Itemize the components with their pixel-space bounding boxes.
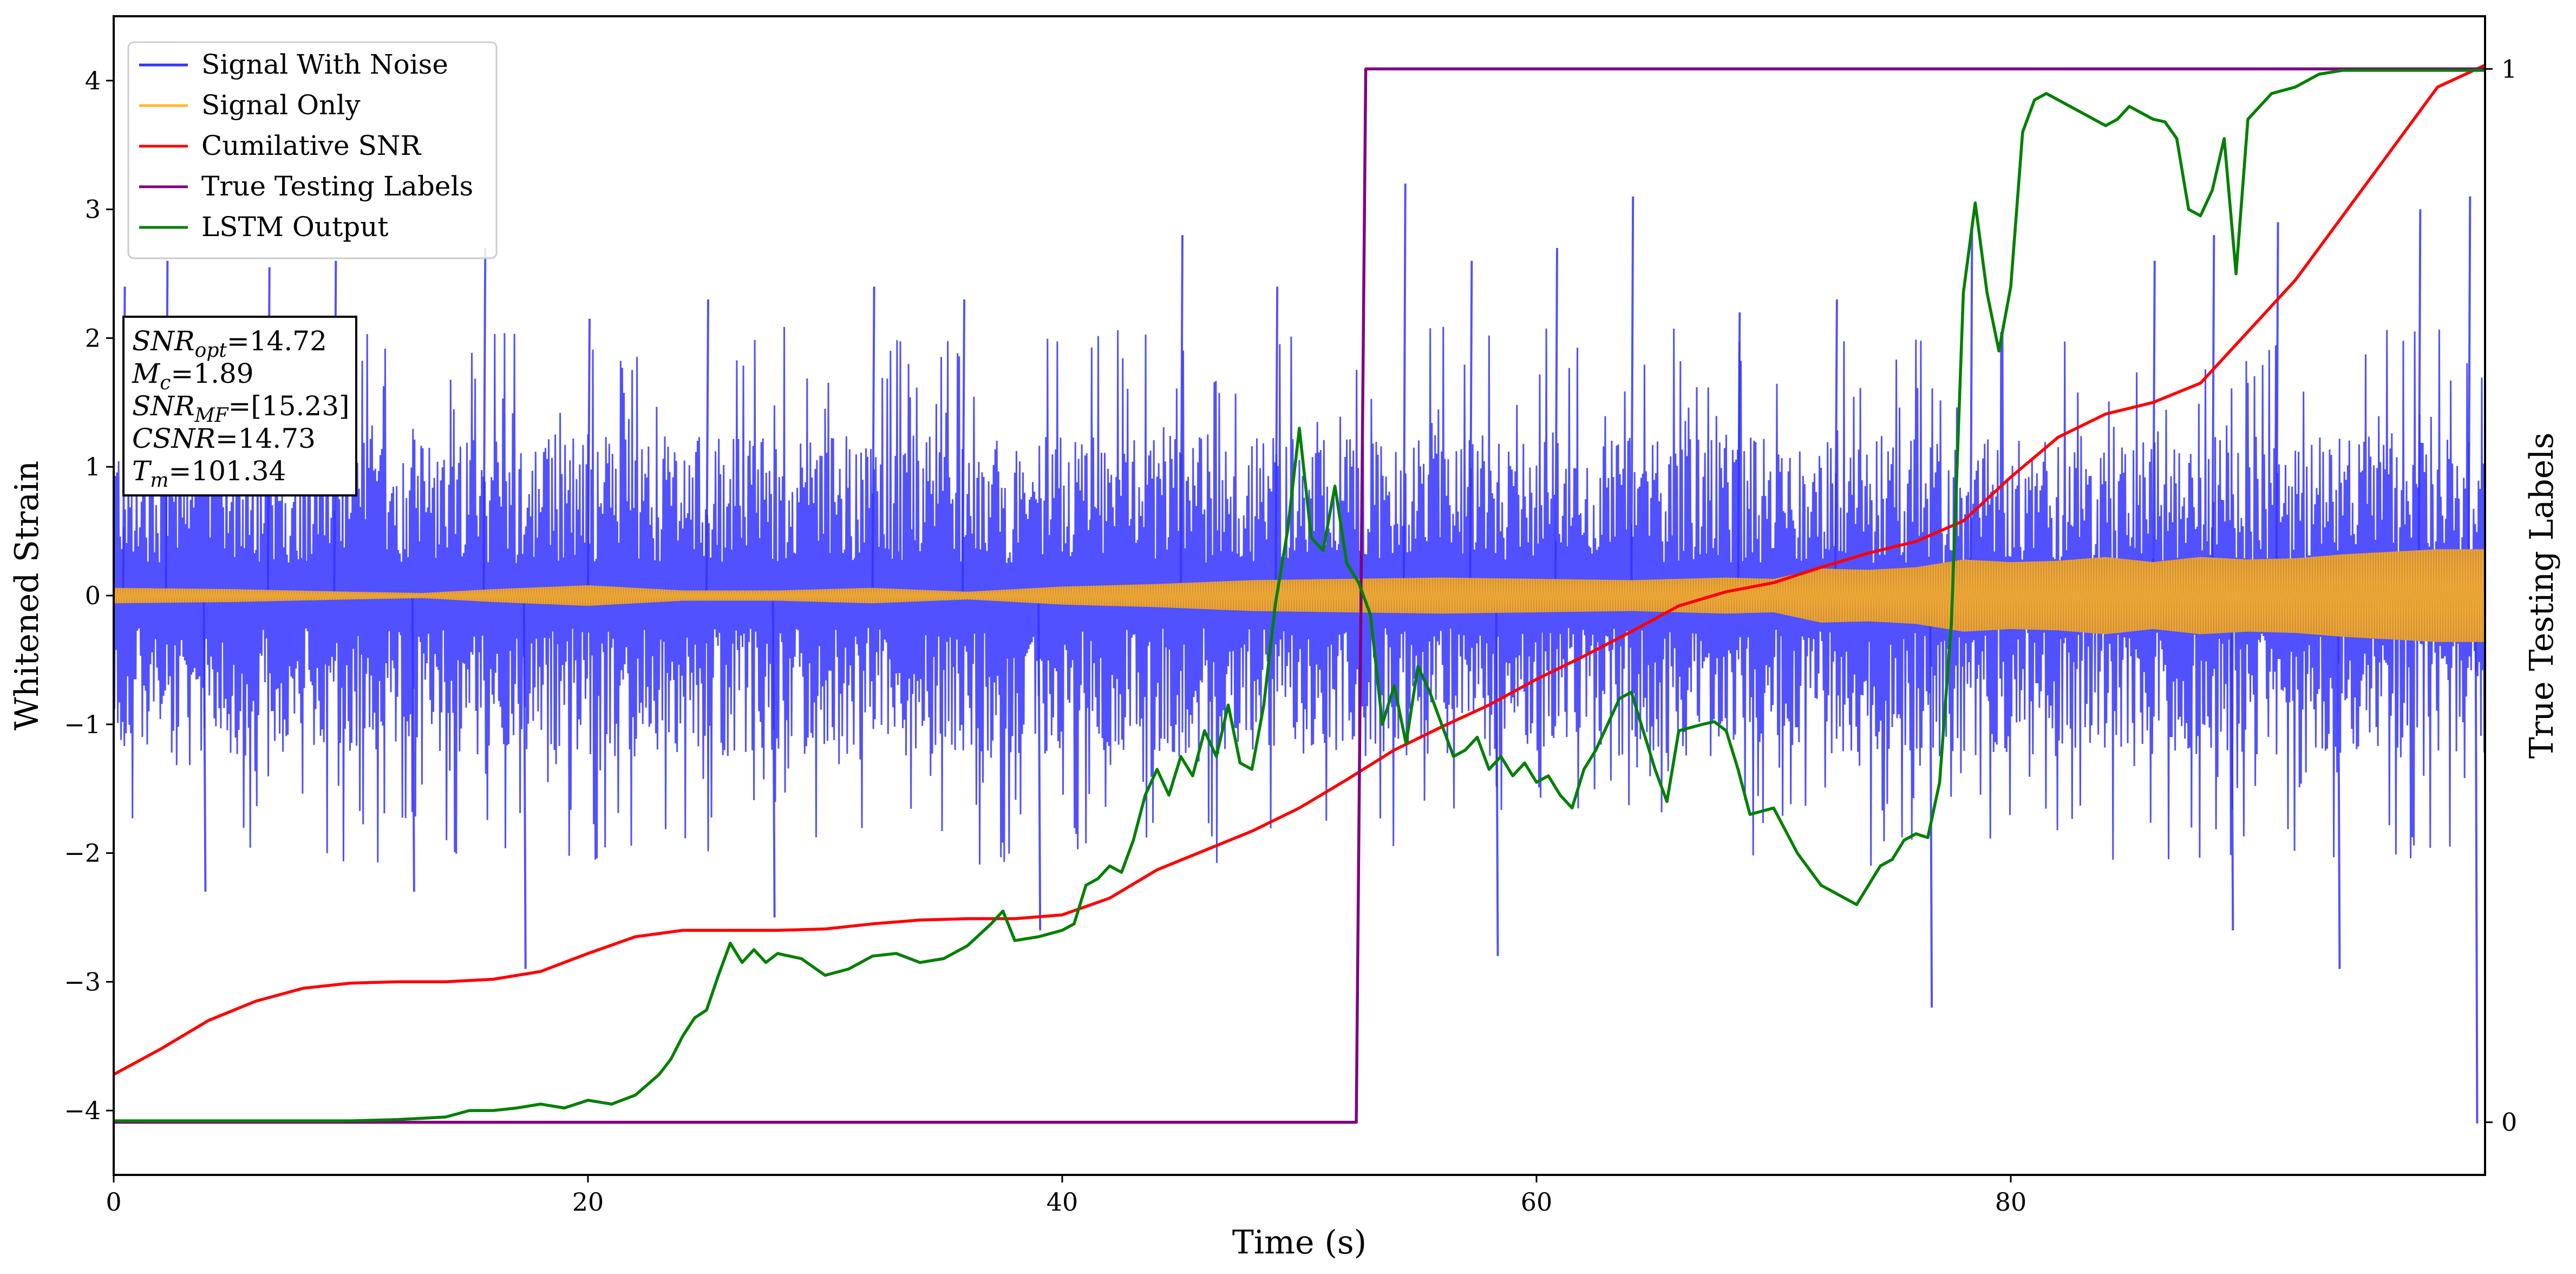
annotation-frame	[122, 316, 357, 496]
y-axis-label: Whitened Strain	[8, 461, 46, 730]
legend-entry: LSTM Output	[201, 211, 388, 243]
x-tick-label: 80	[1995, 1187, 2027, 1217]
plot-area	[114, 63, 2485, 1124]
signal-with-noise-peak	[1037, 595, 1042, 931]
signal-with-noise-peak	[871, 286, 875, 596]
y-tick-label: 2	[85, 323, 101, 352]
y-tick-label: −1	[64, 710, 101, 739]
signal-with-noise-peak	[587, 318, 591, 596]
signal-with-noise-peak	[962, 299, 966, 596]
legend-entry: Signal Only	[201, 89, 361, 121]
legend-box	[127, 41, 498, 259]
signal-with-noise-peak	[522, 595, 527, 969]
signal-with-noise-peak	[1630, 196, 1634, 596]
y2-tick-label: 0	[2501, 1108, 2517, 1137]
x-tick-label: 20	[572, 1187, 604, 1217]
signal-with-noise-peak	[2152, 260, 2156, 596]
parameter-annotation-box: SNRopt=14.72Mc=1.89SNRMF=[15.23]CSNR=14.…	[122, 316, 357, 496]
signal-with-noise-peak	[2337, 595, 2341, 969]
signal-with-noise-peak	[2467, 196, 2472, 596]
signal-with-noise-peak	[1495, 595, 1499, 956]
annotation-line: SNRMF=[15.23]	[132, 390, 350, 427]
signal-with-noise-peak	[482, 247, 487, 596]
signal-with-noise-peak	[1969, 222, 1973, 596]
y-tick-label: −2	[64, 839, 101, 868]
legend-entry: True Testing Labels	[201, 171, 473, 202]
x-tick-label: 60	[1521, 1187, 1553, 1217]
signal-with-noise-peak	[1929, 595, 1933, 1008]
signal-with-noise-peak	[1180, 235, 1184, 596]
signal-with-noise-peak	[2417, 209, 2422, 596]
y-tick-label: 0	[85, 581, 101, 610]
signal-with-noise-trace	[114, 325, 2485, 866]
signal-with-noise-peak	[1274, 286, 1279, 596]
signal-with-noise-peak	[1469, 260, 1473, 596]
signal-with-noise-peak	[1834, 299, 1838, 596]
annotation-line: CSNR=14.73	[132, 423, 316, 454]
y-tick-label: 1	[85, 452, 101, 481]
signal-with-noise-peak	[772, 595, 776, 918]
y2-axis-label: True Testing Labels	[2523, 433, 2561, 759]
x-tick-label: 40	[1047, 1187, 1078, 1217]
y-tick-label: 4	[85, 66, 101, 95]
signal-with-noise-peak	[1402, 184, 1407, 596]
y2-tick-label: 1	[2501, 54, 2517, 83]
lstm-output-line	[114, 69, 2485, 1122]
signal-with-noise-peak	[202, 595, 207, 892]
signal-with-noise-peak	[1554, 247, 1559, 596]
cumulative-snr-line	[114, 63, 2485, 1076]
signal-with-noise-peak	[2275, 222, 2279, 596]
x-axis-label: Time (s)	[1232, 1224, 1367, 1262]
signal-with-noise-peak	[2474, 595, 2479, 1123]
signal-only-trace	[114, 549, 2485, 642]
y-tick-label: −4	[64, 1096, 101, 1125]
signal-with-noise-peak	[2230, 595, 2234, 931]
signal-with-noise-peak	[2211, 235, 2215, 596]
y-tick-label: 3	[85, 195, 101, 224]
legend-entry: Signal With Noise	[201, 49, 448, 80]
signal-with-noise-peak	[411, 595, 415, 892]
y-tick-label: −3	[64, 967, 101, 996]
true-testing-labels-line	[114, 67, 2485, 1124]
signal-with-noise-peak	[1737, 312, 1741, 596]
annotation-line: Tm=101.34	[132, 455, 286, 492]
annotation-line: Mc=1.89	[132, 358, 254, 394]
x-tick-label: 0	[106, 1187, 121, 1217]
annotation-line: SNRopt=14.72	[132, 325, 327, 362]
signal-with-noise-peak	[705, 299, 709, 596]
legend-entry: Cumilative SNR	[201, 130, 421, 161]
legend: Signal With Noise Signal Only Cumilative S…	[127, 41, 498, 259]
